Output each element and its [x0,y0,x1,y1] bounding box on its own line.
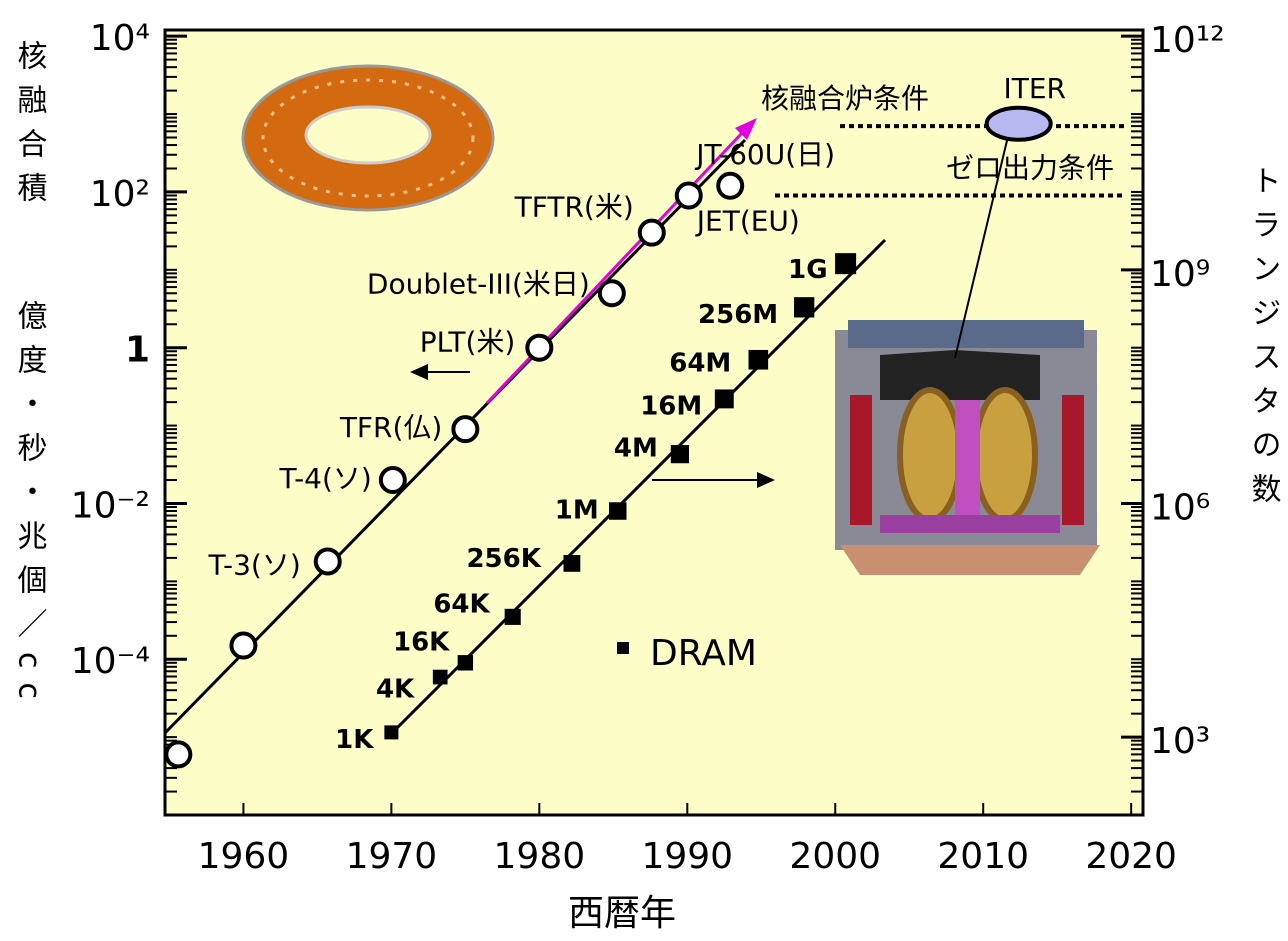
point [597,279,626,308]
x-axis-label: 西暦年 [568,893,676,934]
point [835,253,857,275]
y-tick-label: 10⁴ [90,18,150,59]
plot-frame [163,28,1145,817]
y2-tick-label: 10³ [1150,721,1210,762]
point-label: 4M [614,434,658,464]
arrow-head [735,118,757,140]
point-label: JET(EU) [695,204,800,237]
y-axis-unit: 億度・秒・兆個／cc [12,300,48,713]
point-label: Doublet-III(米日) [367,267,590,300]
point-label: 64K [433,589,490,619]
arrow-head [410,364,428,380]
x-tick-label: 2010 [937,836,1029,877]
annotation: 核融合炉条件 [761,82,929,115]
point-label: 1M [555,496,599,526]
point [457,655,474,671]
point-label: ITER [1003,72,1066,105]
torus-image [241,64,495,212]
arrow-head [757,472,775,488]
x-tick-label: 1970 [346,836,438,877]
x-tick-label: 1990 [641,836,733,877]
dram-trend [386,238,887,739]
x-tick-label: 2000 [789,836,881,877]
point-label: 256M [698,300,778,330]
point-label: PLT(米) [420,326,516,359]
x-tick-label: 2020 [1085,836,1177,877]
point [984,105,1053,142]
point [525,333,554,362]
point [229,631,258,660]
x-tick-label: 1960 [198,836,290,877]
point [716,171,745,200]
point-label: 256K [466,544,541,574]
y-tick-label: 10⁻² [71,485,150,526]
point [674,181,703,210]
x-tick-label: 1980 [494,836,586,877]
point [384,725,399,740]
point-label: 4K [376,675,415,705]
point [378,466,407,495]
annotation: ゼロ出力条件 [946,151,1114,184]
y2-axis-label: トランジスタの数 [1246,165,1281,517]
y2-tick-label: 10⁶ [1150,487,1210,528]
point [637,218,666,247]
point [714,389,734,409]
point-label: TFTR(米) [514,191,634,224]
y2-tick-label: 10¹² [1150,20,1225,61]
y-tick-label: 10⁻⁴ [71,641,150,682]
point [748,349,769,370]
iter-image [835,320,1100,575]
point [794,297,815,318]
point [313,547,342,576]
y-tick-label: 10² [90,174,150,215]
point-label: T-4(ソ) [279,462,372,495]
point [164,740,193,769]
point [451,415,480,444]
point [432,669,448,685]
y2-tick-label: 10⁹ [1150,254,1210,295]
point-label: 1K [335,725,374,755]
legend-label: DRAM [650,633,757,674]
iter-arrow [954,127,1011,359]
point [563,555,581,572]
point [670,445,689,464]
point-label: JT-60U(日) [694,138,835,171]
point-label: 64M [669,348,731,378]
point-label: T-3(ソ) [207,548,300,581]
y-axis-label: 核融合積 [12,40,48,216]
point-label: 16K [393,627,450,657]
point-label: TFR(仏) [339,411,443,444]
point [504,608,521,625]
point-label: 1G [788,255,827,285]
point-label: 16M [640,391,702,421]
legend-marker [617,642,629,654]
point [609,502,627,520]
y-tick-label: 1 [125,330,150,371]
projection-arrow [485,131,744,405]
